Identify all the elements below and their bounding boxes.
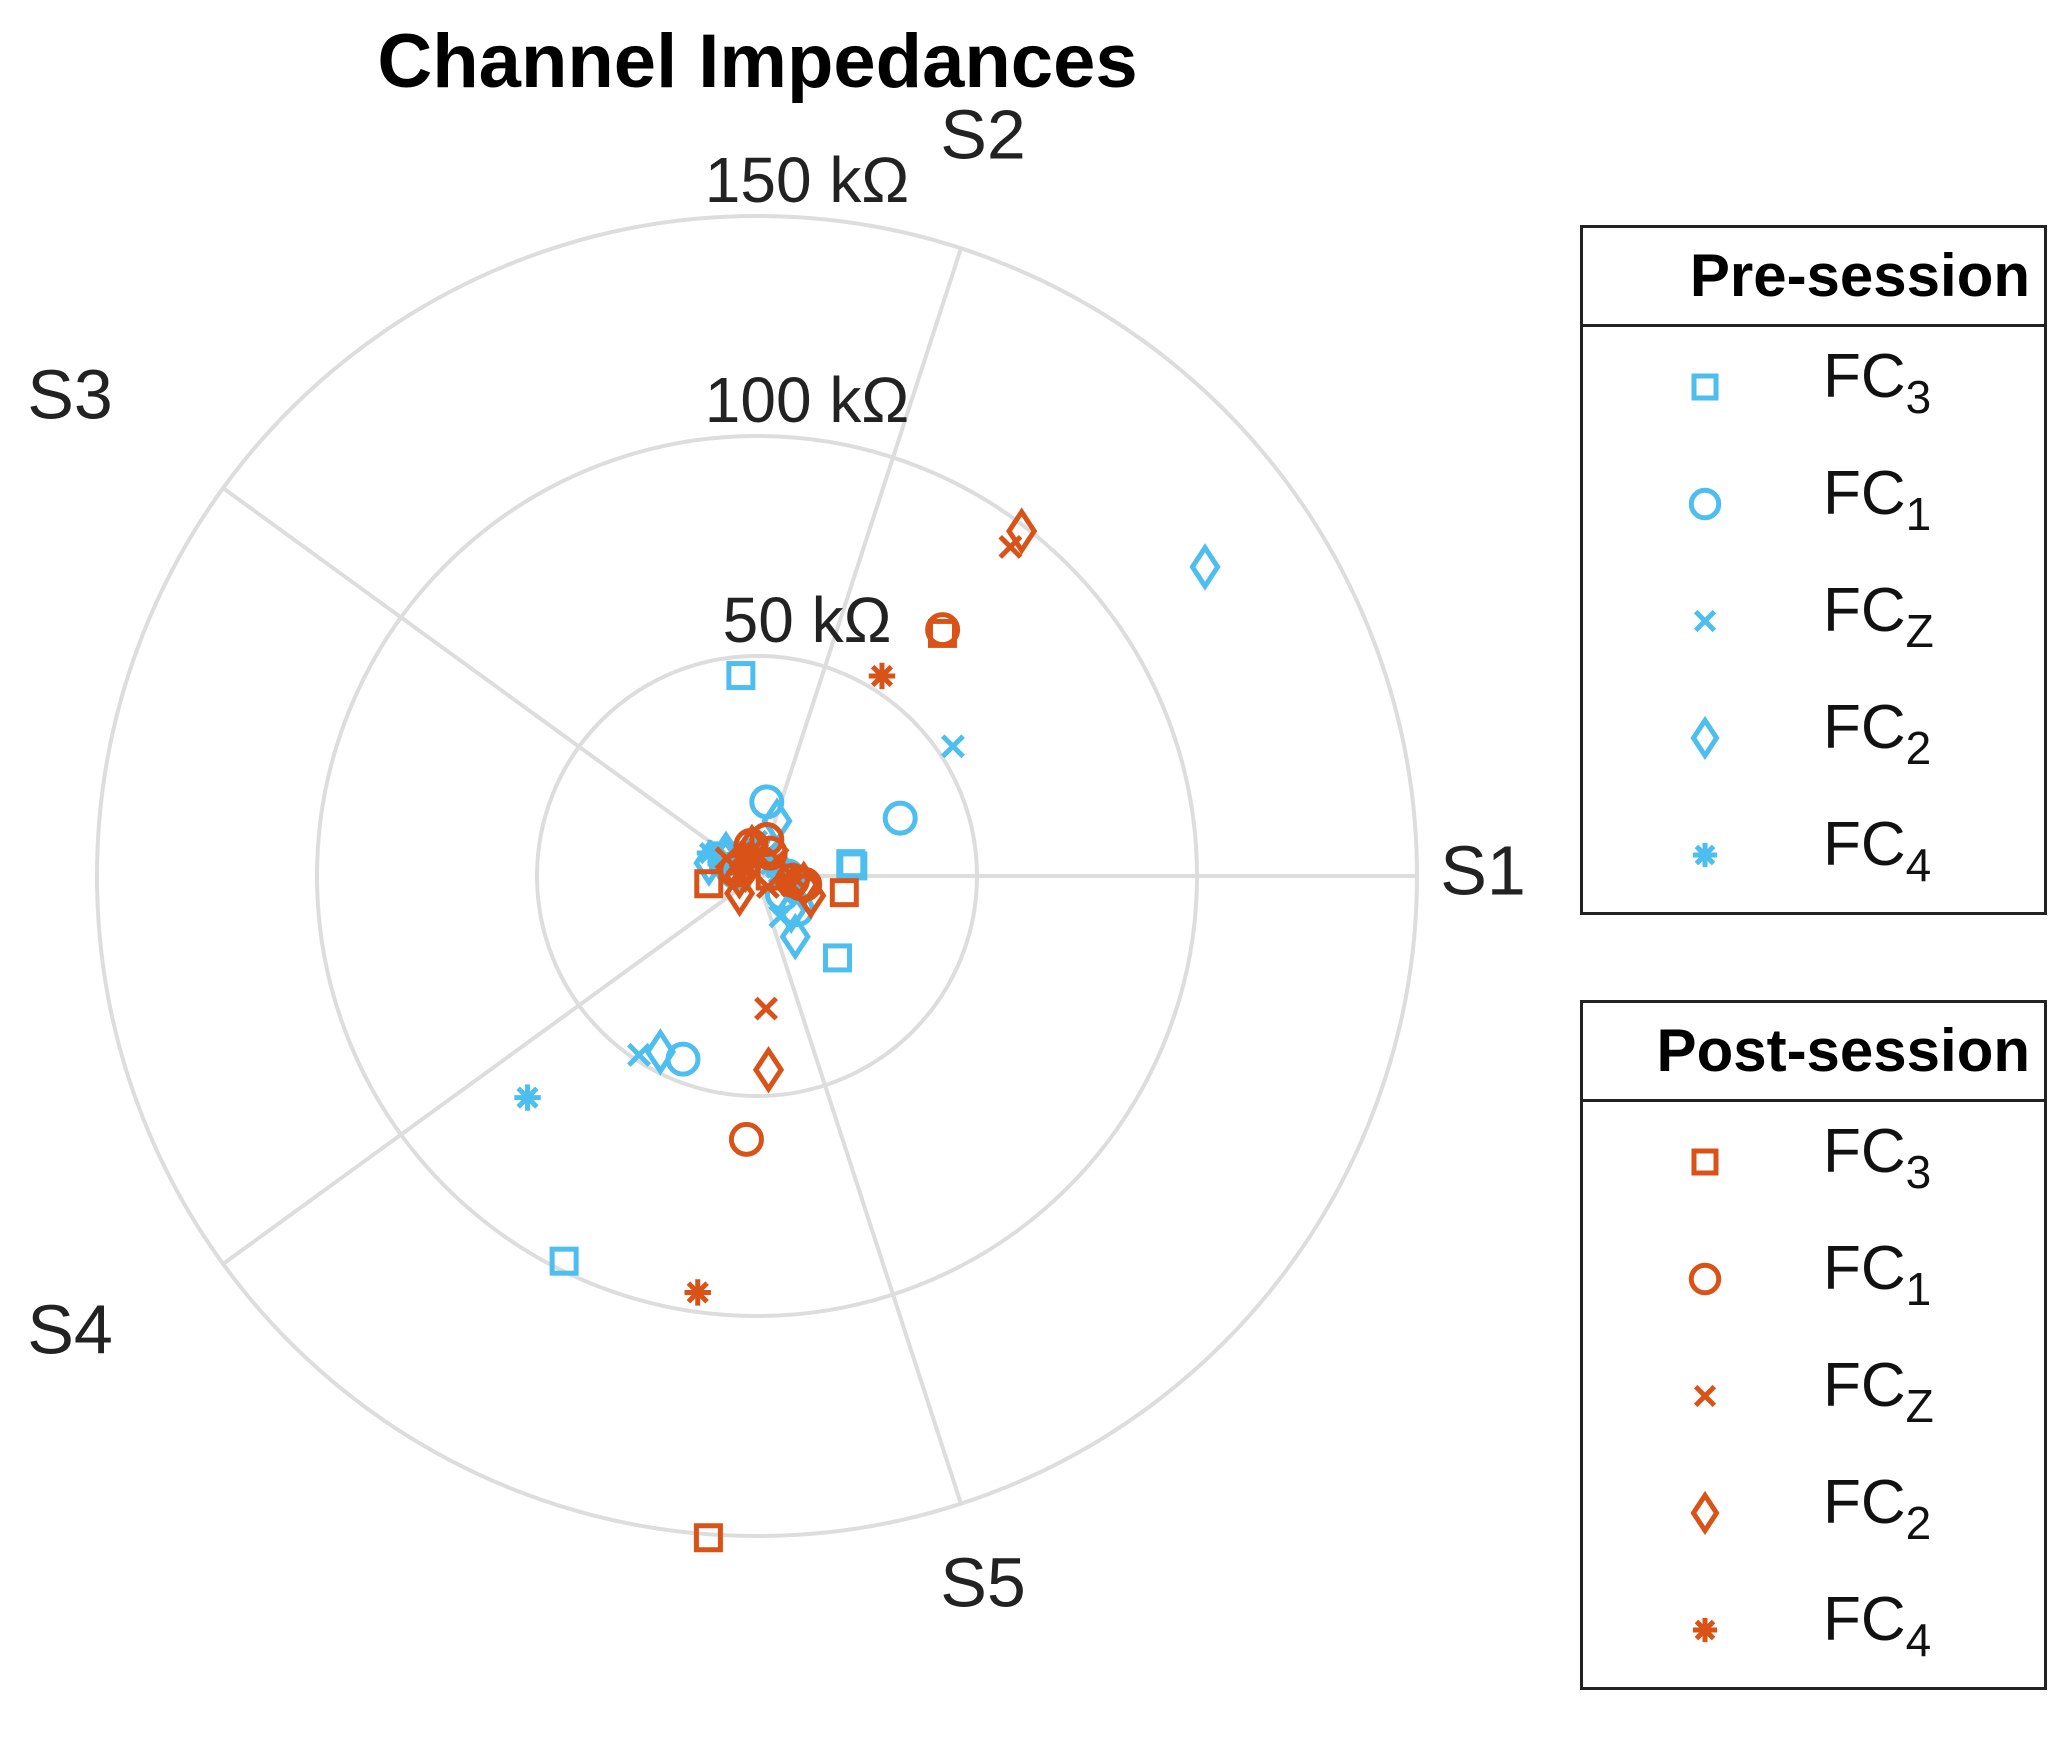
grid-spoke (221, 874, 759, 1266)
marker-asterisk (1692, 1617, 1718, 1643)
legend-item: FCZ (1583, 1336, 2044, 1453)
legend-item: FC1 (1583, 444, 2044, 561)
diamond-icon (1690, 715, 1720, 761)
marker-circle (1688, 487, 1722, 521)
sector-label: S1 (1440, 831, 1526, 909)
data-point-pre-fc2 (775, 886, 807, 934)
legend-item: FC2 (1583, 678, 2044, 795)
marker-square (1691, 1148, 1719, 1176)
legend-label: FC1 (1823, 459, 1932, 540)
data-point-post-fc4 (868, 662, 896, 690)
circle-icon (1688, 487, 1722, 521)
legend-item: FC3 (1583, 327, 2044, 444)
legend-item: FC4 (1583, 795, 2044, 912)
data-point-post-fc2 (723, 852, 755, 900)
data-point-post-fc1 (925, 612, 961, 648)
legend-label: FC1 (1823, 1234, 1932, 1315)
marker-asterisk (1692, 842, 1718, 868)
data-point-post-fc4 (726, 859, 753, 887)
legend-label: FC3 (1823, 342, 1932, 423)
marker-diamond (1690, 1490, 1720, 1536)
x-icon (1693, 609, 1717, 633)
grid-spoke (755, 247, 963, 877)
marker-square (1691, 373, 1719, 401)
radius-tick-label: 150 kΩ (705, 144, 909, 216)
legend-label: FC4 (1823, 810, 1932, 891)
legend-label: FCZ (1823, 1351, 1934, 1432)
legend-item: FC1 (1583, 1219, 2044, 1336)
data-point-post-fc3 (694, 869, 724, 899)
diamond-icon (1690, 1490, 1720, 1536)
marker-circle (1688, 1262, 1722, 1296)
legend-label: FCZ (1823, 576, 1934, 657)
data-point-pre-fc2 (644, 1028, 676, 1076)
x-icon (1693, 1384, 1717, 1408)
data-point-post-fc2 (752, 1045, 785, 1094)
legend-item: FCZ (1583, 561, 2044, 678)
data-point-post-fc1 (749, 821, 785, 857)
data-point-pre-fc2 (1189, 543, 1221, 591)
legend-items: FC3 FC1 FCZ FC2 FC4 (1583, 1102, 2044, 1687)
legend-item: FC3 (1583, 1102, 2044, 1219)
circle-icon (1688, 1262, 1722, 1296)
data-point-pre-fc2 (779, 912, 811, 961)
legend-pre-session: Pre-session FC3 FC1 FCZ FC2 FC4 (1580, 225, 2047, 915)
data-point-post-fc1 (728, 1121, 764, 1157)
asterisk-icon (1692, 842, 1718, 868)
radius-tick-label: 50 kΩ (723, 584, 892, 656)
data-point-post-fc3 (829, 878, 859, 908)
data-point-pre-fc3 (549, 1246, 579, 1276)
data-point-pre-fc1 (882, 800, 918, 836)
marker-diamond (1690, 715, 1720, 761)
grid-spoke (755, 875, 963, 1505)
legend-title: Pre-session (1583, 228, 2044, 327)
data-point-post-fc4 (779, 862, 806, 890)
data-point-pre-fc3 (822, 943, 852, 973)
sector-label: S3 (27, 355, 113, 433)
legend-label: FC4 (1823, 1585, 1932, 1666)
data-point-pre-fc2 (761, 797, 793, 845)
legend-label: FC2 (1823, 693, 1932, 774)
sector-label: S2 (940, 95, 1026, 173)
radius-tick-label: 100 kΩ (705, 364, 909, 436)
sector-label: S5 (940, 1543, 1026, 1621)
legend-item: FC4 (1583, 1570, 2044, 1687)
asterisk-icon (1692, 1617, 1718, 1643)
data-point-post-fc4 (684, 1279, 711, 1306)
legend-label: FC3 (1823, 1117, 1932, 1198)
marker-x (1693, 609, 1717, 633)
data-point-pre-fcz (940, 734, 965, 759)
data-point-pre-fcz (627, 1042, 652, 1067)
data-point-post-fc2 (1006, 507, 1038, 555)
square-icon (1691, 373, 1719, 401)
grid-spoke (221, 486, 759, 878)
data-point-post-fc4 (730, 839, 757, 867)
legend-label: FC2 (1823, 1468, 1932, 1549)
square-icon (1691, 1148, 1719, 1176)
legend-post-session: Post-session FC3 FC1 FCZ FC2 FC4 (1580, 1000, 2047, 1690)
data-point-post-fcz (755, 874, 780, 899)
sector-label: S4 (27, 1290, 113, 1368)
data-point-post-fc3 (693, 1523, 723, 1553)
legend-title: Post-session (1583, 1003, 2044, 1102)
legend-item: FC2 (1583, 1453, 2044, 1570)
data-point-post-fcz (765, 846, 790, 871)
marker-x (1693, 1384, 1717, 1408)
data-point-pre-fc3 (836, 849, 866, 879)
data-point-post-fc2 (795, 871, 827, 920)
data-point-pre-fc4 (514, 1084, 541, 1111)
legend-items: FC3 FC1 FCZ FC2 FC4 (1583, 327, 2044, 912)
data-point-post-fcz (754, 996, 779, 1021)
data-point-pre-fc3 (726, 661, 756, 691)
chart-title: Channel Impedances (377, 19, 1138, 104)
